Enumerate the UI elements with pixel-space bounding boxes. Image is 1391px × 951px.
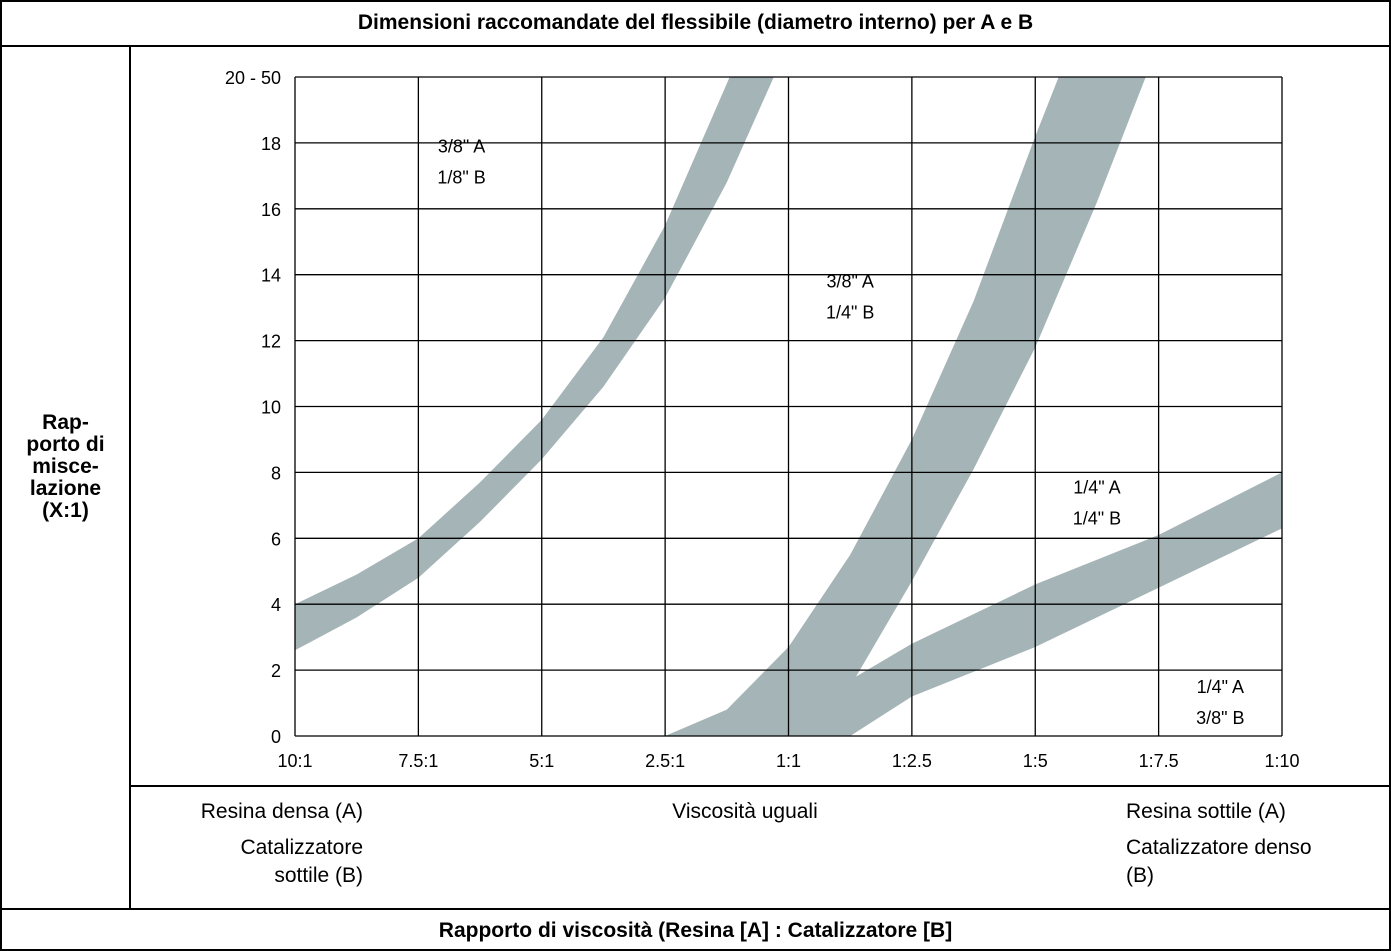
left-note-line: Resina densa (A) — [200, 800, 363, 823]
region-label: 3/8" A 1/4" B — [826, 271, 874, 322]
chart-plot: 0 2 4 6 8 10 12 14 16 18 20 - 50 10:1 7.5:1 5:1 2.5:1 1… — [225, 68, 1300, 771]
region-label-line: 1/4" B — [1073, 508, 1121, 528]
x-tick-label: 2.5:1 — [645, 751, 685, 771]
region-label-line: 1/4" A — [1197, 677, 1244, 697]
x-tick-label: 1:5 — [1023, 751, 1048, 771]
region-label-line: 3/8" A — [826, 271, 873, 291]
left-note: Resina densa (A) Catalizzatore sottile (… — [131, 798, 363, 890]
right-note-line: Catalizzatore denso — [1126, 836, 1312, 859]
x-tick-label: 7.5:1 — [398, 751, 438, 771]
y-tick-label: 2 — [271, 661, 281, 681]
y-tick-label: 4 — [271, 595, 281, 615]
region-label-line: 3/8" B — [1196, 708, 1244, 728]
hose-band-2 — [665, 77, 1146, 736]
region-label-line: 1/8" B — [437, 167, 485, 187]
region-label: 1/4" A 1/4" B — [1073, 477, 1121, 528]
y-tick-label: 6 — [271, 529, 281, 549]
title-divider — [0, 45, 1391, 47]
chart-title: Dimensioni raccomandate del flessibile (… — [357, 11, 1034, 34]
region-label-line: 1/4" B — [826, 302, 874, 322]
footer-divider — [0, 908, 1391, 910]
x-tick-label: 1:10 — [1264, 751, 1299, 771]
y-tick-label: 14 — [261, 266, 281, 286]
y-axis-label: Rap- porto di misce- lazione (X:1) — [2, 412, 129, 522]
left-note-line: sottile (B) — [274, 864, 363, 887]
x-tick-label: 5:1 — [529, 751, 554, 771]
left-note-line: Catalizzatore — [240, 836, 363, 859]
right-note-line: Resina sottile (A) — [1126, 800, 1286, 823]
center-note-line: Viscosità uguali — [672, 800, 818, 823]
y-axis-label-line: misce- — [32, 455, 99, 478]
right-note: Resina sottile (A) Catalizzatore denso (… — [1126, 798, 1388, 890]
x-tick-label: 10:1 — [277, 751, 312, 771]
x-axis-title: Rapporto di viscosità (Resina [A] : Cata… — [438, 918, 953, 942]
region-label-line: 1/4" A — [1073, 477, 1120, 497]
y-tick-label: 18 — [261, 134, 281, 154]
plot-divider — [129, 785, 1391, 787]
y-axis-label-line: Rap- — [42, 411, 89, 434]
y-tick-label: 16 — [261, 200, 281, 220]
y-tick-label: 20 - 50 — [225, 68, 281, 88]
hose-band-1 — [295, 77, 774, 651]
right-note-line: (B) — [1126, 864, 1154, 887]
region-label: 3/8" A 1/8" B — [437, 136, 485, 187]
y-axis-label-line: (X:1) — [42, 499, 89, 522]
x-tick-label: 1:7.5 — [1139, 751, 1179, 771]
region-label-line: 3/8" A — [438, 136, 485, 156]
x-tick-label: 1:1 — [776, 751, 801, 771]
y-axis-label-line: porto di — [26, 433, 105, 456]
y-axis-label-line: lazione — [29, 477, 102, 500]
y-tick-label: 8 — [271, 463, 281, 483]
y-tick-label: 0 — [271, 727, 281, 747]
center-note: Viscosità uguali — [600, 798, 890, 826]
x-tick-label: 1:2.5 — [892, 751, 932, 771]
ylabel-divider — [129, 45, 131, 910]
y-tick-label: 10 — [261, 398, 281, 418]
y-tick-label: 12 — [261, 332, 281, 352]
region-label: 1/4" A 3/8" B — [1196, 677, 1244, 728]
